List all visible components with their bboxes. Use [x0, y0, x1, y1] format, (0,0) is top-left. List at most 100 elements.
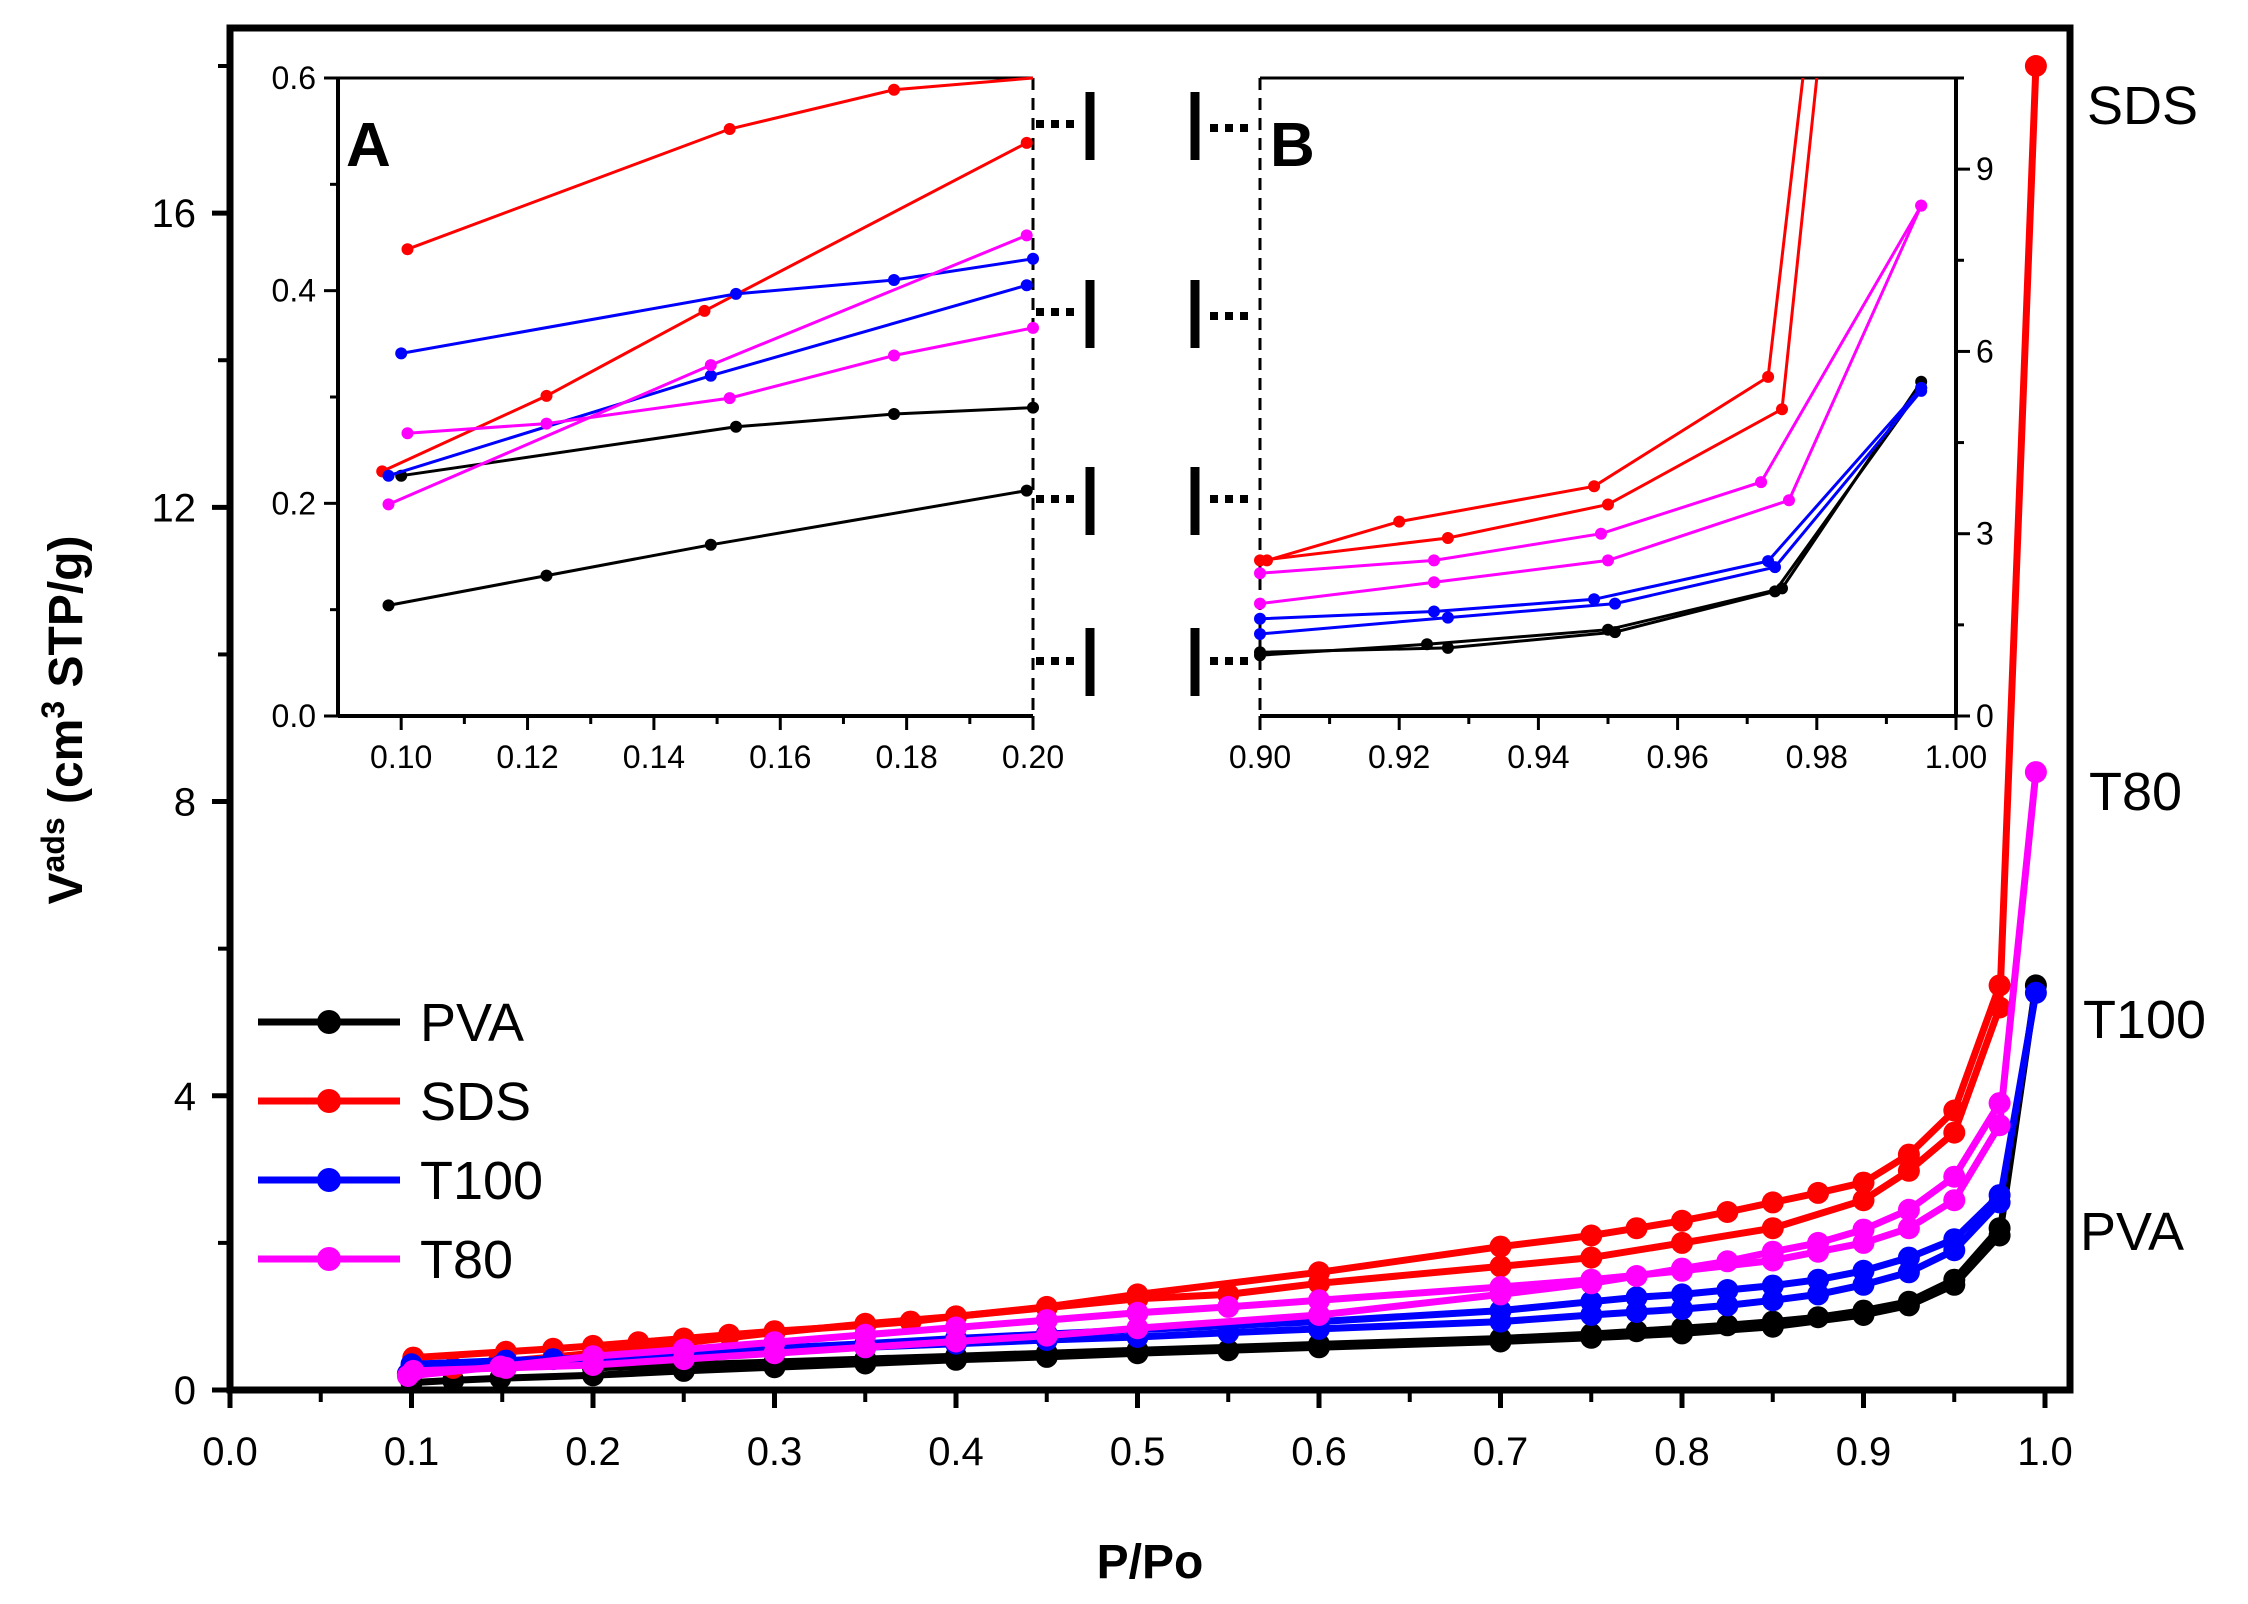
data-point — [1580, 1246, 1603, 1269]
inset-data-point — [704, 538, 717, 551]
inset-data-point — [1020, 279, 1033, 292]
data-point — [1807, 1231, 1830, 1254]
inset-b-series-t100 — [1254, 381, 1928, 625]
inset-series-line — [400, 257, 1034, 355]
inset-b-x-tick-label-1: 0.92 — [1368, 739, 1430, 775]
end-label-t80: T80 — [2089, 762, 2182, 822]
axis-break-row-1 — [1036, 92, 1252, 160]
inset-series-line — [400, 406, 1034, 478]
data-point — [1897, 1217, 1920, 1240]
inset-a-series-t100 — [395, 252, 1039, 360]
inset-series-line — [381, 141, 1028, 473]
inset-b-series-t100 — [1254, 384, 1928, 640]
inset-a-x-tick-label-5: 0.20 — [1002, 739, 1064, 775]
inset-b-series — [1254, 77, 1928, 662]
data-point — [1489, 1327, 1512, 1350]
y-tick-label-3: 12 — [152, 486, 197, 530]
inset-data-point — [1602, 554, 1614, 567]
inset-data-point — [1602, 498, 1614, 511]
inset-b-y-tick-label-1: 3 — [1976, 516, 1994, 552]
legend-label-pva: PVA — [420, 993, 524, 1053]
inset-data-point — [1428, 605, 1440, 618]
inset-data-point — [1588, 593, 1601, 606]
data-point — [1852, 1218, 1875, 1241]
data-point — [1943, 1121, 1966, 1144]
inset-data-point — [698, 304, 711, 317]
data-point — [1217, 1295, 1240, 1318]
inset-b-x-tick-label-2: 0.94 — [1507, 739, 1569, 775]
y-axis-title-sup: ads — [35, 817, 71, 872]
inset-b-y-tick-label-3: 9 — [1976, 151, 1994, 187]
x-tick-label-3: 0.3 — [747, 1430, 803, 1474]
legend-marker-pva — [317, 1010, 341, 1034]
end-label-pva: PVA — [2080, 1202, 2184, 1262]
inset-data-point — [540, 569, 553, 582]
data-point — [1988, 974, 2011, 997]
inset-a: 0.10 0.12 0.14 0.16 0.18 0.20 0.0 0.2 0.4 0.6 A — [272, 60, 1065, 775]
x-tick-label-4: 0.4 — [928, 1430, 984, 1474]
data-point — [1897, 1159, 1920, 1182]
inset-data-point — [1254, 597, 1266, 610]
inset-b-series-sds — [1261, 77, 1805, 567]
y-axis-title-unit: (cm — [40, 719, 93, 818]
data-point — [672, 1348, 695, 1371]
series-pva-desorption — [582, 1217, 2011, 1379]
data-point — [1489, 1299, 1512, 1322]
data-point — [1761, 1274, 1784, 1297]
inset-data-point — [1254, 628, 1266, 640]
inset-data-point — [401, 427, 414, 440]
inset-series-line — [406, 76, 1034, 251]
inset-a-letter: A — [346, 111, 391, 180]
x-tick-label-7: 0.7 — [1473, 1430, 1529, 1474]
inset-data-point — [730, 287, 742, 300]
data-point — [1897, 1246, 1920, 1269]
data-point — [1988, 1114, 2011, 1137]
inset-data-point — [1783, 494, 1795, 507]
y-axis-title: Vads (cm3 STP/g) — [35, 536, 93, 905]
axis-break-row-2 — [1036, 280, 1252, 348]
axis-breaks — [1036, 92, 1252, 696]
data-point — [1580, 1272, 1603, 1295]
inset-a-ticks: 0.10 0.12 0.14 0.16 0.18 0.20 0.0 0.2 0.4 0.6 — [272, 60, 1065, 775]
inset-b-x-tick-label-0: 0.90 — [1229, 739, 1291, 775]
data-point — [1943, 1099, 1966, 1122]
y-tick-label-1: 4 — [174, 1075, 196, 1119]
inset-b-x-tick-label-4: 0.98 — [1786, 739, 1848, 775]
inset-a-series-sds — [401, 76, 1034, 256]
data-point — [1671, 1283, 1693, 1306]
legend-entry-t80: T80 — [258, 1230, 513, 1290]
legend-marker-t80 — [317, 1247, 341, 1271]
x-tick-label-1: 0.1 — [384, 1430, 440, 1474]
end-label-sds: SDS — [2087, 76, 2198, 136]
inset-b-series-t80 — [1254, 199, 1928, 580]
data-point — [1671, 1317, 1693, 1340]
y-tick-label-0: 0 — [174, 1369, 196, 1413]
data-point — [1897, 1143, 1920, 1166]
y-tick-label-2: 8 — [174, 781, 196, 825]
data-point — [2024, 981, 2047, 1004]
data-point — [1625, 1320, 1648, 1343]
inset-b-y-tick-label-2: 6 — [1976, 333, 1994, 369]
data-point — [1716, 1294, 1739, 1317]
inset-data-point — [888, 349, 900, 362]
inset-b-ticks: 0.90 0.92 0.94 0.96 0.98 1.00 0 3 6 9 — [1229, 76, 1994, 775]
y-tick-label-4: 16 — [152, 192, 197, 236]
inset-b-background — [1259, 78, 1957, 716]
data-point — [1126, 1301, 1149, 1324]
inset-a-y-tick-label-3: 0.6 — [272, 60, 316, 96]
data-point — [494, 1356, 517, 1379]
data-point — [1671, 1231, 1693, 1254]
x-tick-label-0: 0.0 — [202, 1430, 258, 1474]
inset-data-point — [1769, 585, 1781, 598]
x-tick-label-8: 0.8 — [1654, 1430, 1710, 1474]
inset-data-point — [1393, 515, 1406, 528]
inset-a-series-pva — [395, 401, 1039, 482]
inset-data-point — [1027, 401, 1039, 414]
inset-data-point — [1769, 561, 1781, 574]
data-point — [1126, 1317, 1149, 1340]
data-point — [1988, 1092, 2011, 1115]
data-point — [1625, 1286, 1648, 1309]
data-point — [1943, 1189, 1966, 1212]
inset-data-point — [1609, 597, 1621, 610]
inset-data-point — [1762, 370, 1775, 383]
